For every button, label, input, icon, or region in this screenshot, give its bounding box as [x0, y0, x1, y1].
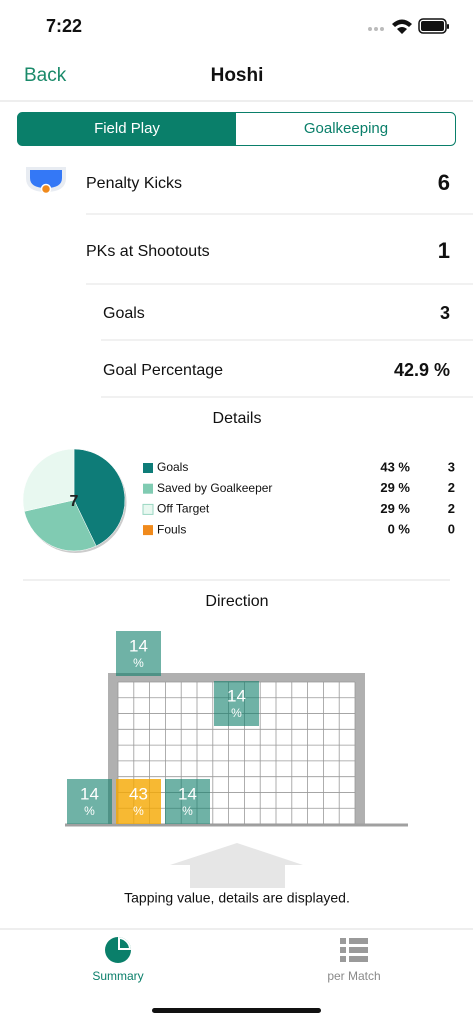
direction-zone[interactable] — [116, 779, 161, 824]
legend-label: Goals — [157, 460, 188, 474]
zone-value: 43 — [129, 784, 148, 803]
penalty-icon — [26, 167, 66, 195]
home-indicator — [152, 1008, 321, 1013]
hint: Tapping value, details are displayed. — [124, 890, 350, 906]
legend-count: 0 — [448, 522, 455, 537]
legend-label: Off Target — [157, 502, 210, 516]
zone-unit: % — [84, 804, 95, 818]
legend-count: 3 — [448, 459, 455, 474]
legend-count: 2 — [448, 480, 455, 495]
segment-label[interactable]: Goalkeeping — [304, 120, 388, 137]
section-title: Direction — [205, 593, 268, 610]
zone-unit: % — [133, 804, 144, 818]
direction-arrow — [170, 843, 303, 888]
legend-percent: 29 % — [380, 501, 410, 516]
back-button[interactable]: Back — [24, 65, 67, 86]
status-icons — [368, 18, 449, 34]
stat-label: PKs at Shootouts — [86, 243, 210, 260]
zone-value: 14 — [80, 784, 99, 803]
legend-percent: 29 % — [380, 480, 410, 495]
zone-unit: % — [133, 656, 144, 670]
pie-slice — [73, 448, 126, 547]
status-time: 7:22 — [46, 16, 82, 36]
zone-value: 14 — [129, 636, 148, 655]
direction-zone[interactable] — [67, 779, 112, 824]
direction-zone[interactable] — [165, 779, 210, 824]
zone-unit: % — [182, 804, 193, 818]
pie-slice — [22, 448, 75, 512]
zone-value: 14 — [178, 784, 197, 803]
pie-slice — [23, 499, 97, 552]
pie-total: 7 — [70, 493, 79, 510]
legend-percent: 0 % — [388, 522, 411, 537]
direction-zone[interactable] — [214, 681, 259, 726]
zone-unit: % — [231, 706, 242, 720]
legend-percent: 43 % — [380, 459, 410, 474]
stat-label: Goal Percentage — [103, 362, 223, 379]
stat-value: 1 — [438, 238, 450, 263]
segment-label[interactable]: Field Play — [94, 120, 160, 137]
nav-title: Hoshi — [211, 65, 264, 86]
tab-label[interactable]: per Match — [327, 969, 380, 983]
stat-value: 3 — [440, 303, 450, 323]
legend-swatch — [143, 525, 153, 536]
legend-count: 2 — [448, 501, 455, 516]
legend-label: Fouls — [157, 522, 186, 536]
direction-zone[interactable] — [116, 631, 161, 676]
stat-label: Goals — [103, 305, 145, 322]
tab-label[interactable]: Summary — [92, 969, 143, 983]
stat-value: 42.9 % — [394, 360, 450, 380]
stat-label: Penalty Kicks — [86, 175, 182, 192]
legend-label: Saved by Goalkeeper — [157, 481, 272, 495]
legend-swatch — [142, 503, 154, 515]
stat-value: 6 — [438, 170, 450, 195]
legend-swatch — [143, 483, 153, 494]
section-title: Details — [213, 410, 262, 427]
zone-value: 14 — [227, 686, 246, 705]
tab-summary-icon[interactable] — [105, 937, 131, 963]
segment-selected[interactable] — [17, 112, 237, 146]
legend-swatch — [143, 463, 153, 473]
tab-match-icon[interactable] — [340, 938, 368, 962]
